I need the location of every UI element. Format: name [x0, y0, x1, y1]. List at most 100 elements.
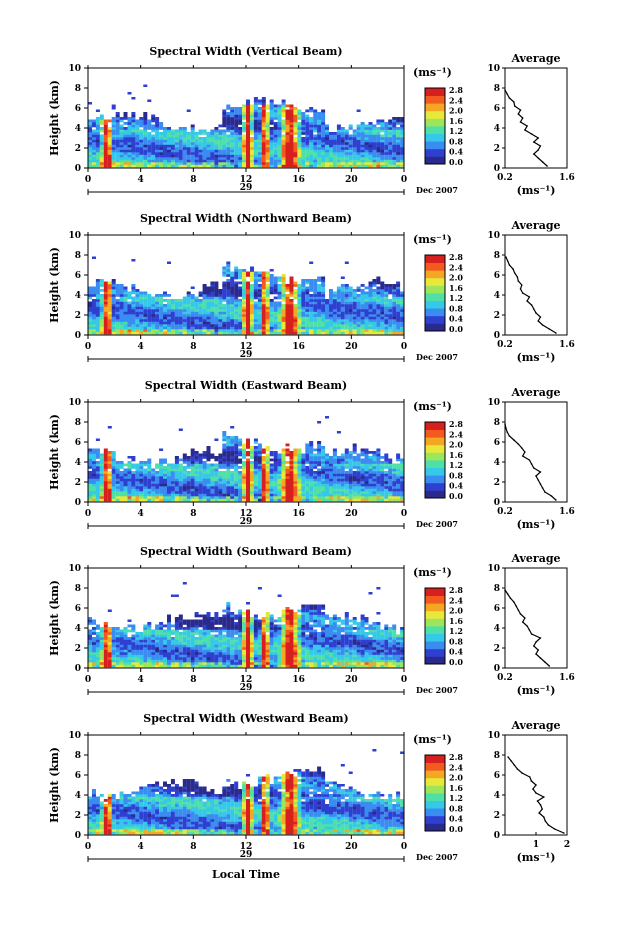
- colorbar-tick-label: 2.4: [449, 429, 463, 439]
- average-profile-point: [530, 133, 533, 135]
- colorbar-swatch: [425, 422, 445, 430]
- avg-y-tick-label: 0: [494, 664, 500, 674]
- y-tick-label: 6: [75, 271, 81, 281]
- colorbar-swatch: [425, 770, 445, 779]
- colorbar-tick-label: 2.0: [449, 606, 463, 616]
- average-profile-point: [539, 657, 542, 659]
- colorbar-frame: [424, 254, 446, 332]
- average-profile-point: [538, 812, 540, 814]
- average-title: Average: [510, 219, 560, 232]
- y-tick-label: 2: [75, 811, 81, 821]
- avg-y-tick-label: 10: [487, 731, 500, 741]
- y-tick-label: 2: [75, 644, 81, 654]
- colorbar-tick-label: 1.2: [449, 460, 463, 470]
- avg-y-tick-label: 8: [494, 418, 500, 428]
- date-label: Dec 2007: [416, 852, 458, 862]
- colorbar-swatch: [425, 475, 445, 484]
- average-profile-point: [530, 780, 533, 782]
- colorbar-tick-label: 0.0: [449, 657, 463, 667]
- colorbar-swatch: [425, 126, 445, 134]
- x-tick-label: 4: [138, 342, 144, 352]
- average-profile-point: [513, 105, 516, 107]
- colorbar-swatch: [425, 800, 445, 809]
- average-title: Average: [510, 386, 560, 399]
- colorbar-swatch: [425, 610, 445, 619]
- average-profile-point: [544, 820, 547, 822]
- avg-y-tick-label: 6: [494, 104, 500, 114]
- average-profile-point: [519, 109, 522, 111]
- colorbar-swatch: [425, 656, 445, 665]
- average-profile-point: [537, 320, 539, 322]
- colorbar-swatch: [425, 603, 445, 612]
- average-profile-point: [526, 625, 528, 627]
- avg-x-tick-label: 0.2: [497, 340, 513, 350]
- average-frame: [504, 67, 568, 169]
- average-profile-line: [507, 756, 565, 834]
- y-tick-label: 8: [75, 751, 81, 761]
- y-tick-label: 4: [75, 458, 81, 468]
- average-profile-line: [504, 89, 548, 167]
- x-tick-label: 20: [345, 509, 358, 519]
- colorbar-tick-label: 2.8: [449, 252, 463, 262]
- average-profile-point: [539, 316, 542, 318]
- average-profile-point: [506, 431, 509, 433]
- average-profile-point: [555, 332, 557, 334]
- average-profile-point: [521, 447, 523, 449]
- x-tick-label: 0: [401, 509, 407, 519]
- colorbar-swatch: [425, 148, 445, 157]
- x-tick-label: 0: [85, 842, 91, 852]
- x-tick-label: 12: [240, 175, 253, 185]
- average-profile-point: [517, 443, 520, 445]
- average-profile-point: [555, 499, 557, 501]
- colorbar-swatch: [425, 103, 445, 112]
- y-tick-label: 6: [75, 104, 81, 114]
- average-profile-point: [530, 463, 533, 465]
- average-profile-point: [537, 479, 539, 481]
- y-tick-label: 2: [75, 478, 81, 488]
- average-profile-point: [553, 828, 556, 830]
- colorbar-tick-label: 0.8: [449, 803, 463, 813]
- average-profile-line: [504, 589, 550, 667]
- average-profile-point: [537, 157, 539, 159]
- avg-y-tick-label: 10: [487, 398, 500, 408]
- average-profile-line: [504, 423, 557, 501]
- average-profile-point: [539, 145, 542, 147]
- average-profile-point: [535, 653, 537, 655]
- x-tick-label: 12: [240, 509, 253, 519]
- colorbar-swatch: [425, 277, 445, 286]
- average-title: Average: [510, 552, 560, 565]
- day-label: 29: [240, 183, 253, 193]
- x-tick-label: 0: [85, 509, 91, 519]
- average-frame: [504, 567, 568, 669]
- average-profile-point: [509, 597, 512, 599]
- average-profile-point: [519, 121, 522, 123]
- avg-y-tick-label: 6: [494, 604, 500, 614]
- average-profile-point: [524, 617, 526, 619]
- colorbar-swatch: [425, 467, 445, 476]
- date-label: Dec 2007: [416, 352, 458, 362]
- x-tick-label: 8: [190, 675, 196, 685]
- average-profile-point: [543, 816, 545, 818]
- average-profile-point: [524, 451, 526, 453]
- colorbar-swatch: [425, 626, 445, 634]
- colorbar-swatch: [425, 300, 445, 309]
- colorbar-swatch: [425, 595, 445, 604]
- average-profile-point: [529, 776, 531, 778]
- y-tick-label: 0: [75, 164, 81, 174]
- average-profile-point: [539, 483, 542, 485]
- colorbar-frame: [424, 87, 446, 165]
- average-profile-point: [506, 260, 509, 262]
- average-frame: [504, 401, 568, 503]
- average-profile-point: [548, 328, 551, 330]
- y-tick-label: 4: [75, 624, 81, 634]
- x-tick-label: 8: [190, 175, 196, 185]
- average-profile-point: [504, 589, 506, 591]
- x-tick-label: 8: [190, 842, 196, 852]
- heatmap-cells: [88, 416, 405, 502]
- panel-title: Spectral Width (Southward Beam): [140, 545, 352, 558]
- average-profile-point: [563, 832, 565, 834]
- average-profile-point: [541, 808, 543, 810]
- average-profile-point: [541, 161, 544, 163]
- colorbar-tick-label: 2.8: [449, 752, 463, 762]
